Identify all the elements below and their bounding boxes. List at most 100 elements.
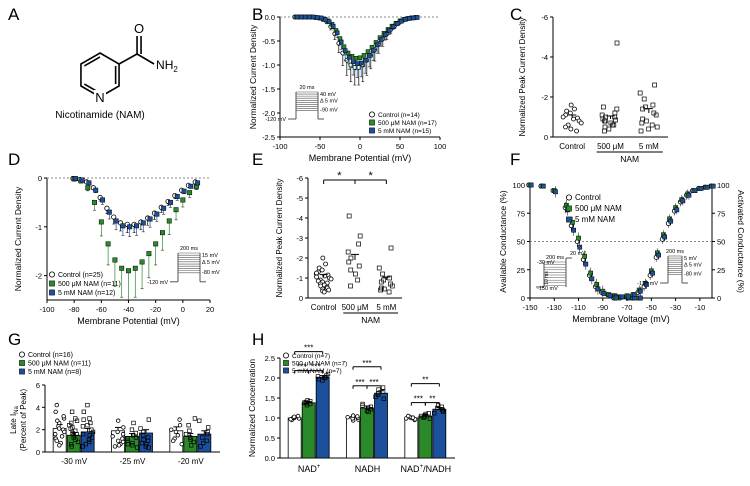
scatter-point <box>376 265 382 271</box>
scatter-point <box>602 124 608 130</box>
scatter-point <box>356 241 361 247</box>
data-point <box>154 211 160 217</box>
scatter-point <box>614 106 620 112</box>
scatter-point <box>71 433 76 438</box>
scatter-point <box>406 413 411 419</box>
data-point-inact <box>638 295 643 301</box>
data-point-inact <box>571 227 577 233</box>
scatter-point <box>69 409 75 414</box>
scatter-point <box>345 415 350 420</box>
scatter-point <box>612 110 618 116</box>
data-point <box>370 48 376 53</box>
x-tick-label: -100 <box>39 305 54 314</box>
y-axis-label: Late INa <box>9 405 20 433</box>
data-point-act <box>710 183 716 189</box>
scatter-point <box>652 82 657 88</box>
chart-E: 0 -1 -2 -3 -4 -5 -6 Control 500 μM 5 mM NAM * * <box>296 170 402 325</box>
x-tick-label: 0 <box>358 142 362 151</box>
protocol-duration: 20 ms <box>300 85 315 91</box>
scatter-point <box>368 407 374 412</box>
legend-marker <box>283 367 289 374</box>
scatter-point <box>308 401 313 407</box>
data-point <box>378 37 384 42</box>
scatter-point <box>650 102 656 108</box>
scatter-point <box>205 431 210 437</box>
scatter-point <box>81 431 86 437</box>
data-point-act <box>662 234 668 240</box>
data-point <box>181 188 187 194</box>
protocol-hold-label: -120 mV <box>637 281 658 287</box>
x-axis-label: Membrane Voltage (mV) <box>572 314 670 324</box>
scatter-point <box>560 114 566 120</box>
data-point-act <box>631 292 637 297</box>
atom-nh2: NH2 <box>156 58 178 74</box>
scatter-point <box>602 118 608 124</box>
scatter-point <box>125 442 131 447</box>
bar <box>432 408 447 459</box>
group-label: NAM <box>361 315 380 325</box>
panel-a-caption: Nicotinamide (NAM) <box>55 110 144 121</box>
scatter-point <box>326 287 332 293</box>
sig-stars: *** <box>362 359 371 368</box>
scatter-point <box>75 439 81 445</box>
scatter-point <box>321 289 327 295</box>
scatter-point <box>643 118 649 124</box>
x-tick-label: -80 <box>69 305 80 314</box>
bar <box>287 417 302 459</box>
data-point <box>334 30 340 36</box>
scatter-point <box>54 402 59 408</box>
sig-stars: ** <box>422 376 428 385</box>
data-point-inact <box>595 286 601 292</box>
x-tick-label: -60 <box>96 305 107 314</box>
scatter-point <box>168 427 174 432</box>
data-point <box>386 28 392 33</box>
scatter-point <box>131 420 136 426</box>
panel-label-g: G <box>8 330 21 349</box>
protocol-bottom: -80 mV <box>202 270 220 276</box>
scatter-point <box>381 396 386 401</box>
scatter-point <box>345 249 351 255</box>
scatter-point <box>186 423 191 428</box>
legend-marker <box>283 360 289 366</box>
legend-marker <box>49 271 56 278</box>
scatter-point <box>388 245 394 251</box>
scatter-point <box>602 128 607 134</box>
sig-stars: *** <box>369 378 378 387</box>
protocol-hold-label: -120 mV <box>147 280 168 286</box>
scatter-point <box>639 120 645 126</box>
protocol-d: 200 ms 15 mVΔ 5 mV -80 mV -120 mV <box>147 246 220 286</box>
data-point <box>139 259 145 265</box>
bar <box>360 407 374 459</box>
scatter-point <box>133 435 139 440</box>
scatter-point <box>69 444 74 449</box>
chart-G: 0 2 4 6 -30 mV -25 mV -20 mV Control (n=16) 500 … <box>18 351 220 466</box>
scatter-point <box>649 122 655 128</box>
scatter-point <box>70 430 75 436</box>
scatter-point <box>73 437 78 442</box>
scatter-point <box>129 427 135 432</box>
scatter-point <box>56 426 62 431</box>
protocol-duration: 200 ms <box>666 249 684 255</box>
scatter-point <box>53 409 58 414</box>
legend-label: 5 mM NAM (n=8) <box>28 369 81 376</box>
cat-sup: + <box>420 464 424 470</box>
y-axis-label: Normalized Concentration <box>247 359 257 458</box>
data-point <box>92 199 97 205</box>
scatter-point <box>116 443 122 448</box>
scatter-point <box>143 444 148 449</box>
n-atom-bg <box>94 90 106 104</box>
scatter-point <box>177 417 182 422</box>
legend-label: 5 mM NAM (n=12) <box>58 290 115 297</box>
scatter-point <box>85 402 90 408</box>
sig-stars: *** <box>414 395 423 404</box>
data-point-inact <box>588 270 594 276</box>
scatter-point <box>125 436 130 441</box>
scatter-point <box>110 434 115 439</box>
x-tick-label: Control <box>559 142 585 151</box>
y-tick-label: 4 <box>36 403 40 412</box>
y-tick-label: -1 <box>35 223 42 232</box>
scatter-point <box>423 411 428 417</box>
data-point-act <box>625 294 631 300</box>
scatter-point <box>86 437 92 442</box>
scatter-point <box>130 443 135 448</box>
